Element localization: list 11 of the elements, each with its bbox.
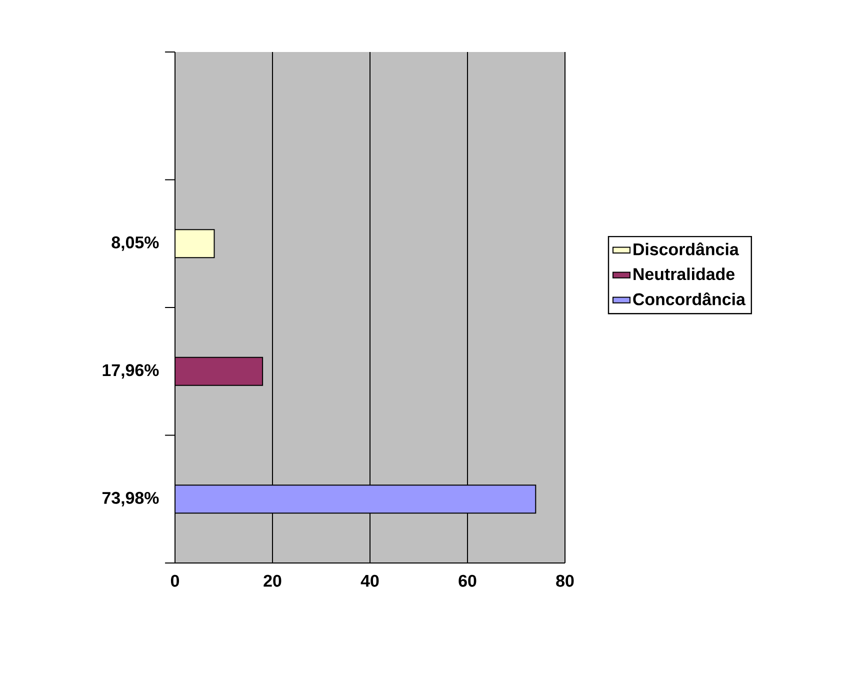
legend-label: Concordância (633, 292, 746, 306)
y-tick-label: 17,96% (102, 364, 159, 379)
x-tick-label: 20 (264, 574, 282, 587)
x-tick-label: 0 (170, 574, 180, 587)
y-tick-label: 73,98% (102, 492, 159, 506)
legend-label: Discordância (634, 242, 739, 256)
x-tick-label: 60 (458, 574, 476, 587)
y-tick-label: 8,05% (112, 236, 159, 251)
x-tick-label: 40 (360, 574, 379, 587)
x-tick-label: 80 (556, 574, 574, 587)
legend-label: Neutralidade (634, 268, 734, 280)
